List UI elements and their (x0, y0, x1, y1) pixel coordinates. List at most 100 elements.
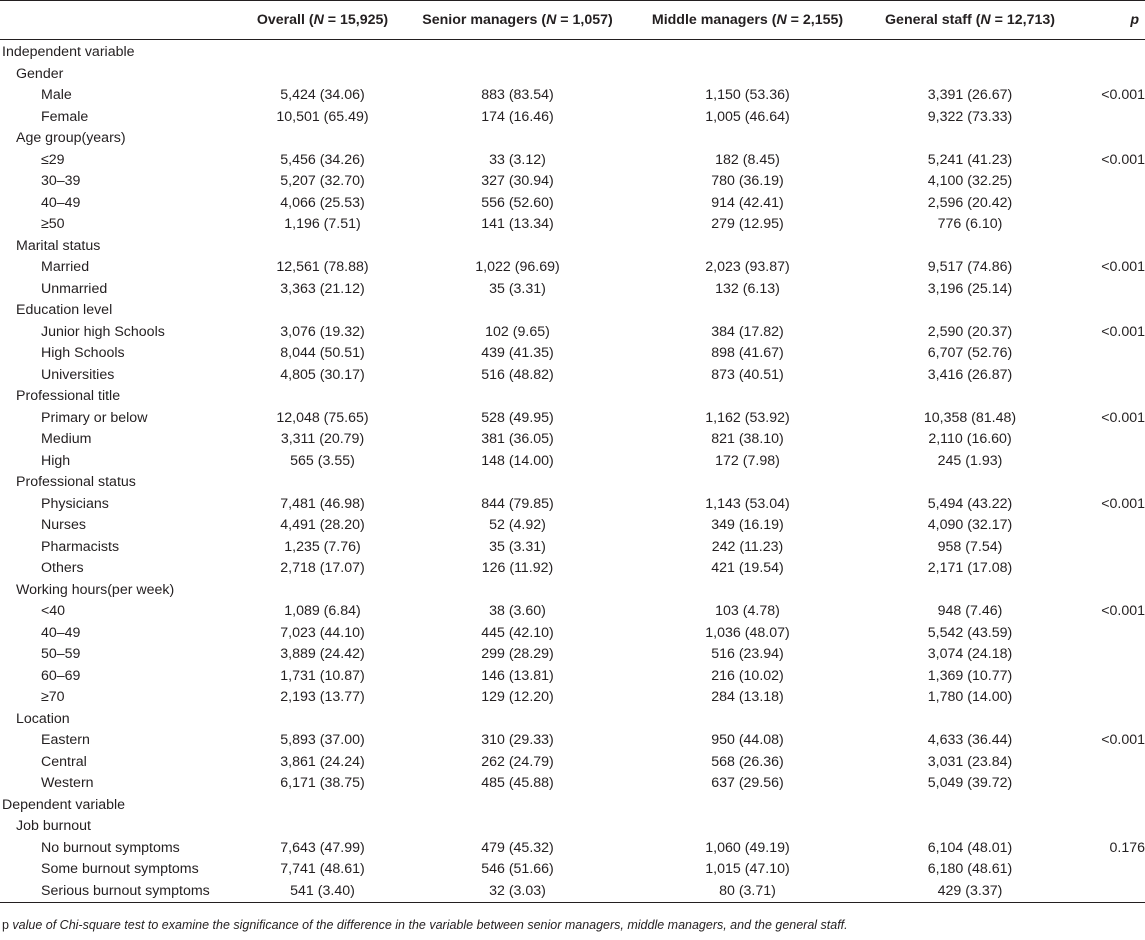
cell-general-staff (865, 472, 1075, 494)
cell-senior-managers (405, 128, 630, 150)
table-row: High 565 (3.55) 148 (14.00) 172 (7.98) 245 (… (0, 451, 1145, 473)
table-row: 60–69 1,731 (10.87) 146 (13.81) 216 (10.02)… (0, 666, 1145, 688)
cell-p-value: <0.001 (1101, 259, 1145, 275)
row-label: Working hours(per week) (16, 581, 175, 598)
cell-middle-managers: 279 (12.95) (711, 216, 784, 232)
table-row: Physicians 7,481 (46.98) 844 (79.85) 1,143 … (0, 494, 1145, 516)
cell-overall (240, 795, 405, 817)
table-section-row: Professional status (0, 472, 1145, 494)
cell-middle-managers: 950 (44.08) (711, 732, 784, 748)
cell-overall: 1,089 (6.84) (284, 603, 361, 619)
table-row: Medium 3,311 (20.79) 381 (36.05) 821 (38.10… (0, 429, 1145, 451)
cell-senior-managers (405, 386, 630, 408)
footnote-p-symbol: p (2, 918, 9, 932)
cell-p-value (1075, 880, 1145, 903)
cell-general-staff: 9,322 (73.33) (927, 108, 1013, 125)
row-label: Central (41, 753, 87, 770)
table-row: Eastern 5,893 (37.00) 310 (29.33) 950 (44.0… (0, 730, 1145, 752)
cell-p-value (1075, 193, 1145, 215)
cell-middle-managers: 1,143 (53.04) (705, 495, 790, 512)
table-footnote: p value of Chi-square test to examine th… (2, 917, 848, 933)
cell-overall (240, 236, 405, 258)
table-row: No burnout symptoms 7,643 (47.99) 479 (45.… (0, 838, 1145, 860)
cell-middle-managers: 1,150 (53.36) (705, 87, 790, 103)
cell-p-value (1075, 171, 1145, 193)
cell-general-staff: 6,104 (48.01) (927, 839, 1013, 856)
cell-overall: 4,066 (25.53) (280, 194, 365, 211)
cell-senior-managers (405, 816, 630, 838)
cell-p-value: <0.001 (1101, 151, 1145, 168)
header-senior-n: = 1,057) (556, 12, 613, 28)
cell-senior-managers: 528 (49.95) (481, 409, 554, 426)
cell-p-value (1075, 580, 1145, 602)
row-label: Primary or below (41, 409, 148, 426)
header-middle-label: Middle managers ( (651, 12, 777, 28)
table-row: Junior high Schools 3,076 (19.32) 102 (9.6… (0, 322, 1145, 344)
cell-senior-managers: 129 (12.20) (481, 689, 554, 705)
table-row: Universities 4,805 (30.17) 516 (48.82) 873 … (0, 365, 1145, 387)
cell-senior-managers (405, 64, 630, 86)
row-label: Pharmacists (41, 538, 120, 555)
cell-general-staff: 4,090 (32.17) (927, 517, 1013, 533)
cell-senior-managers: 883 (83.54) (481, 87, 554, 103)
cell-general-staff: 245 (1.93) (937, 452, 1003, 469)
row-label: Universities (41, 366, 115, 383)
cell-middle-managers: 103 (4.78) (715, 603, 780, 619)
cell-overall: 2,718 (17.07) (280, 560, 365, 576)
row-label: Serious burnout symptoms (0, 880, 240, 903)
cell-general-staff: 2,171 (17.08) (927, 560, 1013, 576)
cell-general-staff (865, 816, 1075, 838)
table-body: Independent variable Gender Male 5,424 (34.… (0, 40, 1145, 903)
header-middle-n: = 2,155) (786, 12, 844, 28)
header-senior-n-symbol: N (546, 12, 557, 28)
cell-p-value (1075, 752, 1145, 774)
demographics-table: Overall (N = 15,925) Senior managers (N … (0, 0, 1145, 903)
cell-p-value (1075, 709, 1145, 731)
table-container: Overall (N = 15,925) Senior managers (N … (0, 0, 1145, 903)
cell-overall (240, 386, 405, 408)
table-row: Unmarried 3,363 (21.12) 35 (3.31) 132 (6.13… (0, 279, 1145, 301)
cell-p-value: <0.001 (1101, 409, 1145, 426)
header-senior-managers: Senior managers (N = 1,057) (405, 0, 630, 40)
cell-senior-managers: 516 (48.82) (481, 366, 554, 383)
cell-senior-managers: 844 (79.85) (481, 495, 554, 512)
row-label: No burnout symptoms (41, 839, 180, 856)
cell-general-staff: 4,100 (32.25) (927, 173, 1013, 189)
cell-p-value (1075, 816, 1145, 838)
cell-senior-managers: 35 (3.31) (489, 538, 546, 555)
cell-p-value (1075, 666, 1145, 688)
table-section-row: Education level (0, 300, 1145, 322)
table-row: Male 5,424 (34.06) 883 (83.54) 1,150 (53.36… (0, 85, 1145, 107)
row-label: ≥50 (41, 216, 65, 232)
row-label: Marital status (16, 237, 101, 254)
cell-general-staff (865, 386, 1075, 408)
header-general-n-symbol: N (980, 12, 991, 28)
row-label: Physicians (41, 495, 109, 512)
cell-general-staff: 3,391 (26.67) (927, 87, 1013, 103)
cell-overall (240, 472, 405, 494)
row-label: Gender (16, 65, 64, 82)
cell-senior-managers: 141 (13.34) (481, 216, 554, 232)
header-senior-label: Senior managers ( (422, 12, 547, 28)
cell-p-value: 0.176 (1109, 839, 1145, 856)
row-label: Age group(years) (16, 130, 126, 146)
cell-overall: 4,805 (30.17) (280, 366, 365, 383)
cell-general-staff: 4,633 (36.44) (927, 732, 1013, 748)
cell-p-value (1075, 451, 1145, 473)
row-label: Location (16, 710, 70, 727)
cell-senior-managers: 32 (3.03) (405, 880, 630, 903)
table-row: ≤29 5,456 (34.26) 33 (3.12) 182 (8.45) 5,241… (0, 150, 1145, 172)
table-row: Married 12,561 (78.88) 1,022 (96.69) 2,023 … (0, 257, 1145, 279)
cell-p-value (1075, 214, 1145, 236)
table-row: Female 10,501 (65.49) 174 (16.46) 1,005 (46… (0, 107, 1145, 129)
header-overall: Overall (N = 15,925) (240, 0, 405, 40)
cell-senior-managers (405, 40, 630, 64)
cell-general-staff: 9,517 (74.86) (927, 259, 1013, 275)
cell-general-staff: 10,358 (81.48) (923, 409, 1017, 426)
cell-general-staff: 948 (7.46) (937, 603, 1003, 619)
row-label: Nurses (41, 517, 86, 533)
cell-overall (240, 40, 405, 64)
cell-senior-managers (405, 580, 630, 602)
cell-general-staff (865, 709, 1075, 731)
table-section-row: Location (0, 709, 1145, 731)
